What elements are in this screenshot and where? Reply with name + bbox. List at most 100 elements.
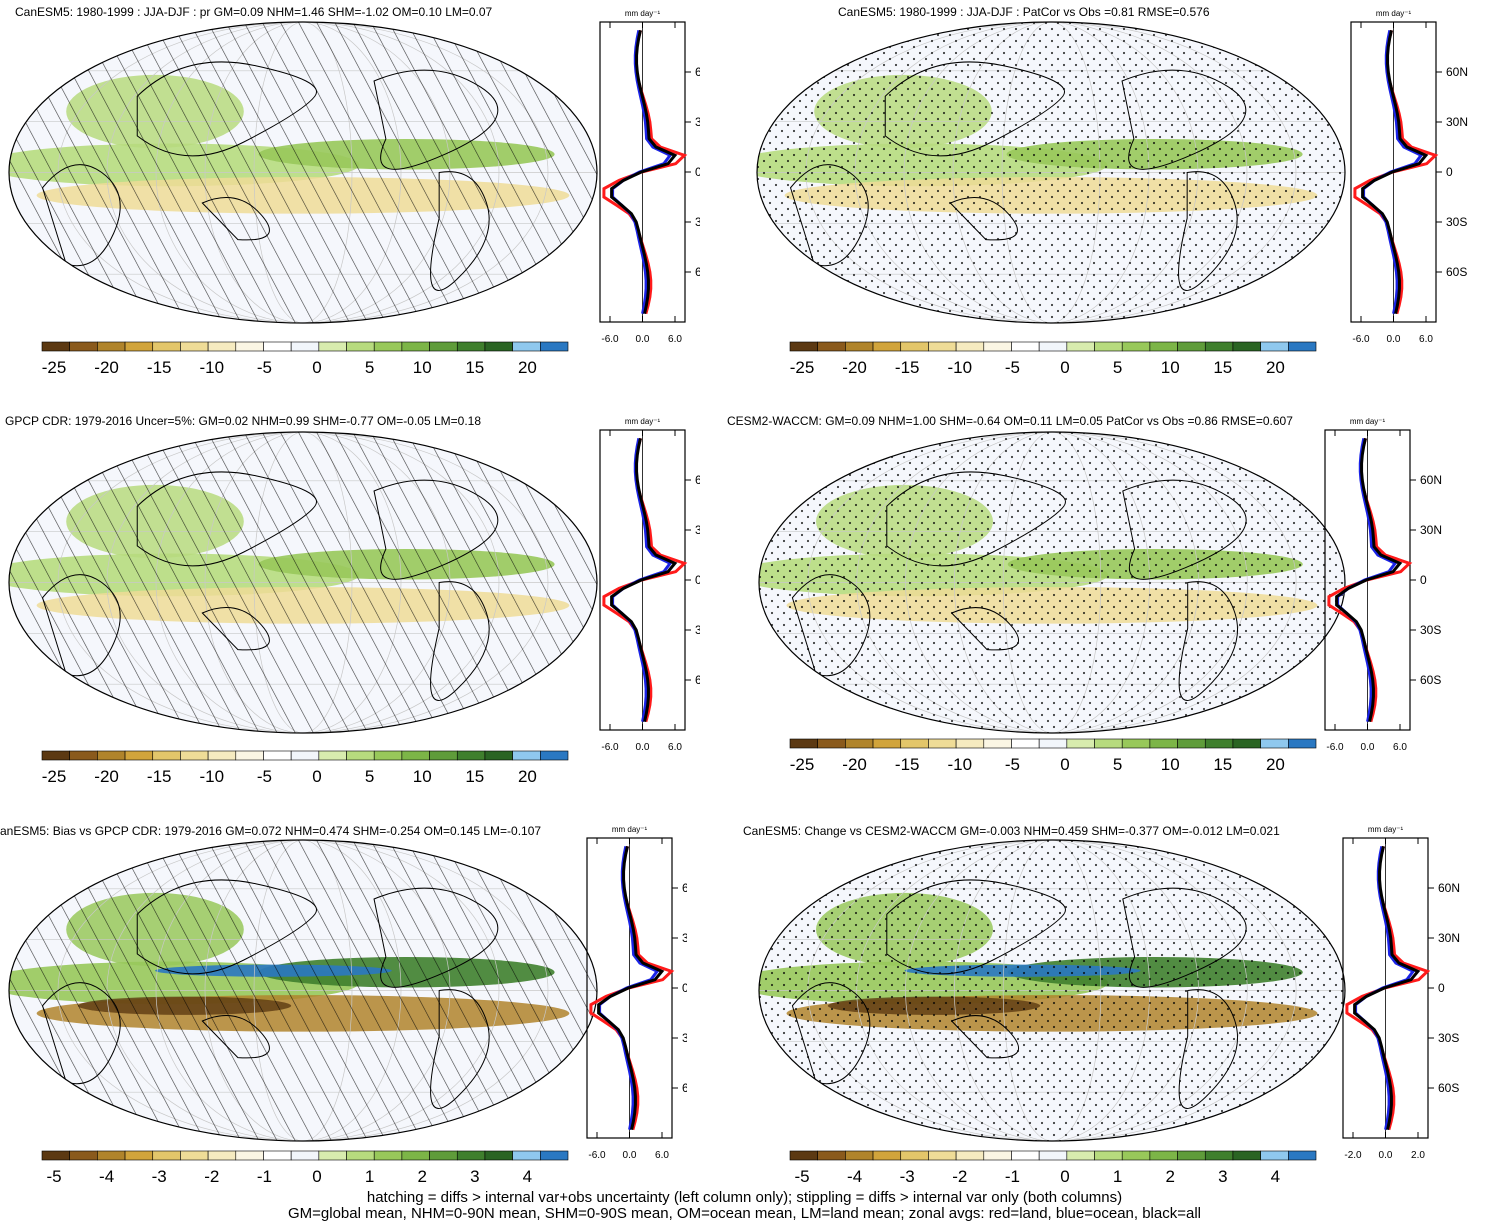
colorbar-swatch xyxy=(955,738,985,749)
lat-tick-label: 30N xyxy=(695,115,700,129)
colorbar-swatch xyxy=(69,1150,98,1161)
colorbar-tick-label: 5 xyxy=(1113,755,1122,774)
colorbar-swatch xyxy=(845,738,874,749)
colorbar-swatch xyxy=(69,341,98,352)
lat-tick-label: 60S xyxy=(1446,265,1467,279)
x-tick-label: -6.0 xyxy=(601,742,619,753)
colorbar-tick-label: -20 xyxy=(94,767,119,786)
colorbar-swatch xyxy=(1260,341,1289,352)
colorbar-tick-label: 0 xyxy=(312,1167,321,1186)
colorbar-swatch xyxy=(1038,341,1068,352)
lat-tick-label: 30N xyxy=(682,931,687,945)
map-border xyxy=(758,431,1346,734)
colorbar-swatch xyxy=(429,1150,458,1161)
panel-title: CanESM5: 1980-1999 : JJA-DJF : PatCor vs… xyxy=(838,5,1210,19)
colorbar-swatch xyxy=(1232,341,1261,352)
x-tick-label: 0.0 xyxy=(636,742,650,753)
colorbar-swatch xyxy=(1011,341,1040,352)
colorbar: -25-20-15-10-50510152025 xyxy=(789,341,1317,377)
colorbar-tick-label: 20 xyxy=(1266,358,1285,377)
colorbar-tick-label: 4 xyxy=(523,1167,532,1186)
colorbar-tick-label: -3 xyxy=(900,1167,915,1186)
colorbar-tick-label: 15 xyxy=(1213,755,1232,774)
colorbar-swatch xyxy=(1288,1150,1317,1161)
colorbar-swatch xyxy=(180,341,209,352)
map-border xyxy=(756,21,1346,324)
colorbar-swatch xyxy=(1204,1150,1234,1161)
colorbar-tick-label: -15 xyxy=(895,358,920,377)
lat-tick-label: 0 xyxy=(1438,981,1445,995)
colorbar-tick-label: -5 xyxy=(257,358,272,377)
units-label: mm day⁻¹ xyxy=(1376,9,1412,18)
colorbar-swatch xyxy=(1094,341,1123,352)
colorbar-tick-label: -20 xyxy=(842,755,867,774)
colorbar-swatch xyxy=(1232,1150,1261,1161)
colorbar-swatch xyxy=(1177,1150,1206,1161)
colorbar-tick-label: 3 xyxy=(470,1167,479,1186)
x-tick-label: 6.0 xyxy=(1419,334,1433,345)
colorbar-swatch xyxy=(429,750,458,761)
colorbar-swatch xyxy=(373,750,403,761)
map-border xyxy=(8,21,598,324)
lat-tick-label: 60N xyxy=(695,65,700,79)
colorbar: -25-20-15-10-50510152025 xyxy=(41,750,569,786)
colorbar-tick-label: -5 xyxy=(1005,358,1020,377)
zonal-all-line xyxy=(610,438,678,722)
colorbar-tick-label: 2 xyxy=(1165,1167,1174,1186)
colorbar-tick-label: -15 xyxy=(147,358,172,377)
units-label: mm day⁻¹ xyxy=(612,825,648,834)
map-field xyxy=(759,840,1345,1141)
colorbar-swatch xyxy=(1177,738,1206,749)
x-tick-label: 2.0 xyxy=(1411,1150,1425,1161)
hatching-overlay xyxy=(9,840,597,1141)
footnote: hatching = diffs > internal var+obs unce… xyxy=(0,1190,1489,1222)
colorbar-swatch xyxy=(789,738,818,749)
x-tick-label: 0.0 xyxy=(1379,1150,1393,1161)
colorbar-swatch xyxy=(1204,341,1234,352)
colorbar-swatch xyxy=(484,341,513,352)
lat-tick-label: 30N xyxy=(1420,523,1442,537)
colorbar-swatch xyxy=(1121,341,1151,352)
precip-map xyxy=(8,431,598,734)
colorbar-tick-label: -5 xyxy=(257,767,272,786)
colorbar-swatch xyxy=(1066,1150,1095,1161)
x-tick-label: 0.0 xyxy=(623,1150,637,1161)
colorbar-swatch xyxy=(180,1150,209,1161)
map-field xyxy=(757,22,1345,323)
colorbar-swatch xyxy=(1011,1150,1040,1161)
colorbar-tick-label: 15 xyxy=(465,767,484,786)
colorbar-tick-label: -10 xyxy=(948,755,973,774)
precip-map xyxy=(756,21,1346,324)
colorbar-swatch xyxy=(872,341,902,352)
colorbar-tick-label: 10 xyxy=(1161,358,1180,377)
lat-tick-label: 60N xyxy=(1420,473,1442,487)
colorbar-swatch xyxy=(152,750,181,761)
colorbar-swatch xyxy=(1232,738,1261,749)
colorbar-swatch xyxy=(207,1150,237,1161)
colorbar-swatch xyxy=(928,738,957,749)
colorbar-swatch xyxy=(540,750,569,761)
colorbar-swatch xyxy=(872,1150,902,1161)
colorbar-swatch xyxy=(152,341,181,352)
colorbar-swatch xyxy=(955,1150,985,1161)
lat-tick-label: 30N xyxy=(1438,931,1460,945)
colorbar-tick-label: 5 xyxy=(365,358,374,377)
colorbar-swatch xyxy=(318,1150,347,1161)
zonal-average-plot: mm day⁻¹ 60N 30N 0 30S 60S -6.0 0.0 6.0 xyxy=(599,9,700,345)
colorbar-swatch xyxy=(983,1150,1012,1161)
colorbar-swatch xyxy=(484,1150,513,1161)
map-border xyxy=(8,839,598,1142)
colorbar-swatch xyxy=(540,341,569,352)
colorbar-tick-label: -5 xyxy=(794,1167,809,1186)
lat-tick-label: 0 xyxy=(695,573,700,587)
colorbar-tick-label: 0 xyxy=(312,358,321,377)
x-tick-label: -6.0 xyxy=(601,334,619,345)
map-field xyxy=(9,432,597,733)
colorbar-tick-label: -20 xyxy=(842,358,867,377)
footnote-line-2: GM=global mean, NHM=0-90N mean, SHM=0-90… xyxy=(287,1205,1201,1222)
colorbar-swatch xyxy=(124,750,154,761)
lat-tick-label: 0 xyxy=(695,165,700,179)
colorbar-swatch xyxy=(1177,341,1206,352)
map-field xyxy=(9,22,597,323)
colorbar-swatch xyxy=(290,750,320,761)
